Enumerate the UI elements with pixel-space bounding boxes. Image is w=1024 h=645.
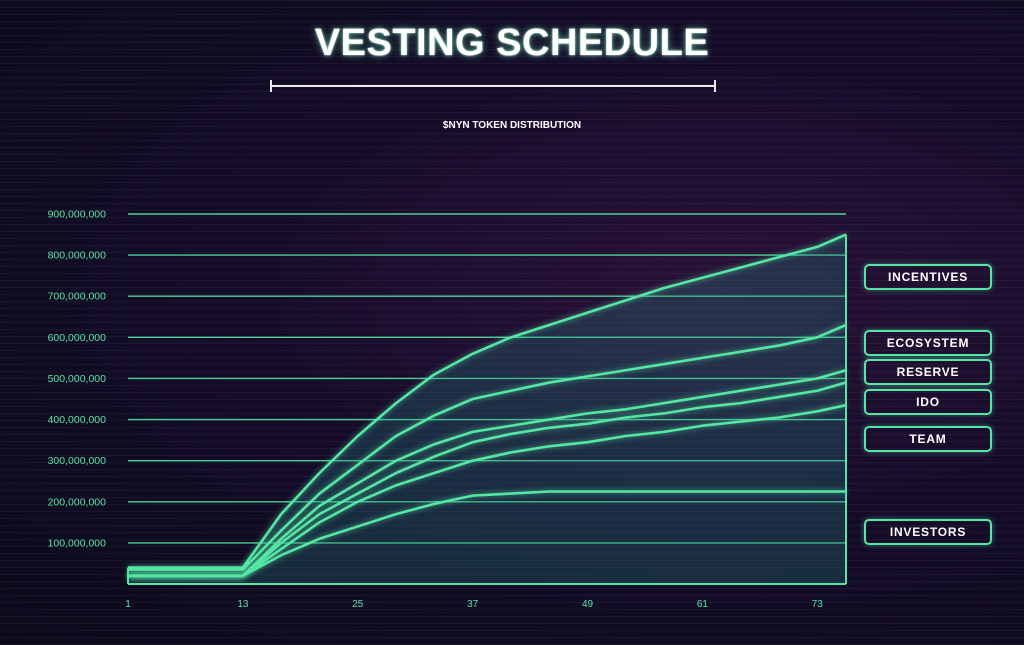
x-tick-label: 13 bbox=[237, 599, 249, 610]
y-tick-label: 100,000,000 bbox=[48, 537, 107, 549]
y-tick-label: 700,000,000 bbox=[48, 291, 107, 303]
series-line-incentives bbox=[128, 233, 847, 569]
y-tick-label: 400,000,000 bbox=[48, 414, 107, 426]
y-tick-label: 200,000,000 bbox=[48, 496, 107, 508]
legend-investors: INVESTORS bbox=[864, 519, 992, 545]
x-tick-label: 73 bbox=[812, 599, 824, 610]
y-tick-label: 900,000,000 bbox=[48, 209, 107, 221]
y-tick-label: 800,000,000 bbox=[48, 250, 107, 262]
series-line-team bbox=[128, 403, 847, 578]
series-line-ido bbox=[128, 381, 847, 578]
x-tick-label: 1 bbox=[125, 599, 131, 610]
legend-team: TEAM bbox=[864, 426, 992, 452]
x-tick-label: 49 bbox=[582, 599, 594, 610]
x-tick-label: 61 bbox=[697, 599, 709, 610]
page-title: VESTING SCHEDULE bbox=[314, 22, 710, 64]
area-fill bbox=[128, 234, 846, 585]
y-tick-label: 500,000,000 bbox=[48, 373, 107, 385]
series-line-investors bbox=[128, 490, 846, 578]
legend-ido: IDO bbox=[864, 389, 992, 415]
y-tick-label: 300,000,000 bbox=[48, 455, 107, 467]
x-tick-label: 37 bbox=[467, 599, 479, 610]
x-tick-label: 25 bbox=[352, 599, 364, 610]
series-line-ecosystem bbox=[128, 323, 847, 571]
legend-ecosystem: ECOSYSTEM bbox=[864, 330, 992, 356]
series-line-reserve bbox=[128, 368, 847, 578]
y-tick-label: 600,000,000 bbox=[48, 332, 107, 344]
legend-reserve: RESERVE bbox=[864, 359, 992, 385]
chart-subtitle: $NYN TOKEN DISTRIBUTION bbox=[442, 120, 582, 131]
legend-incentives: INCENTIVES bbox=[864, 264, 992, 290]
